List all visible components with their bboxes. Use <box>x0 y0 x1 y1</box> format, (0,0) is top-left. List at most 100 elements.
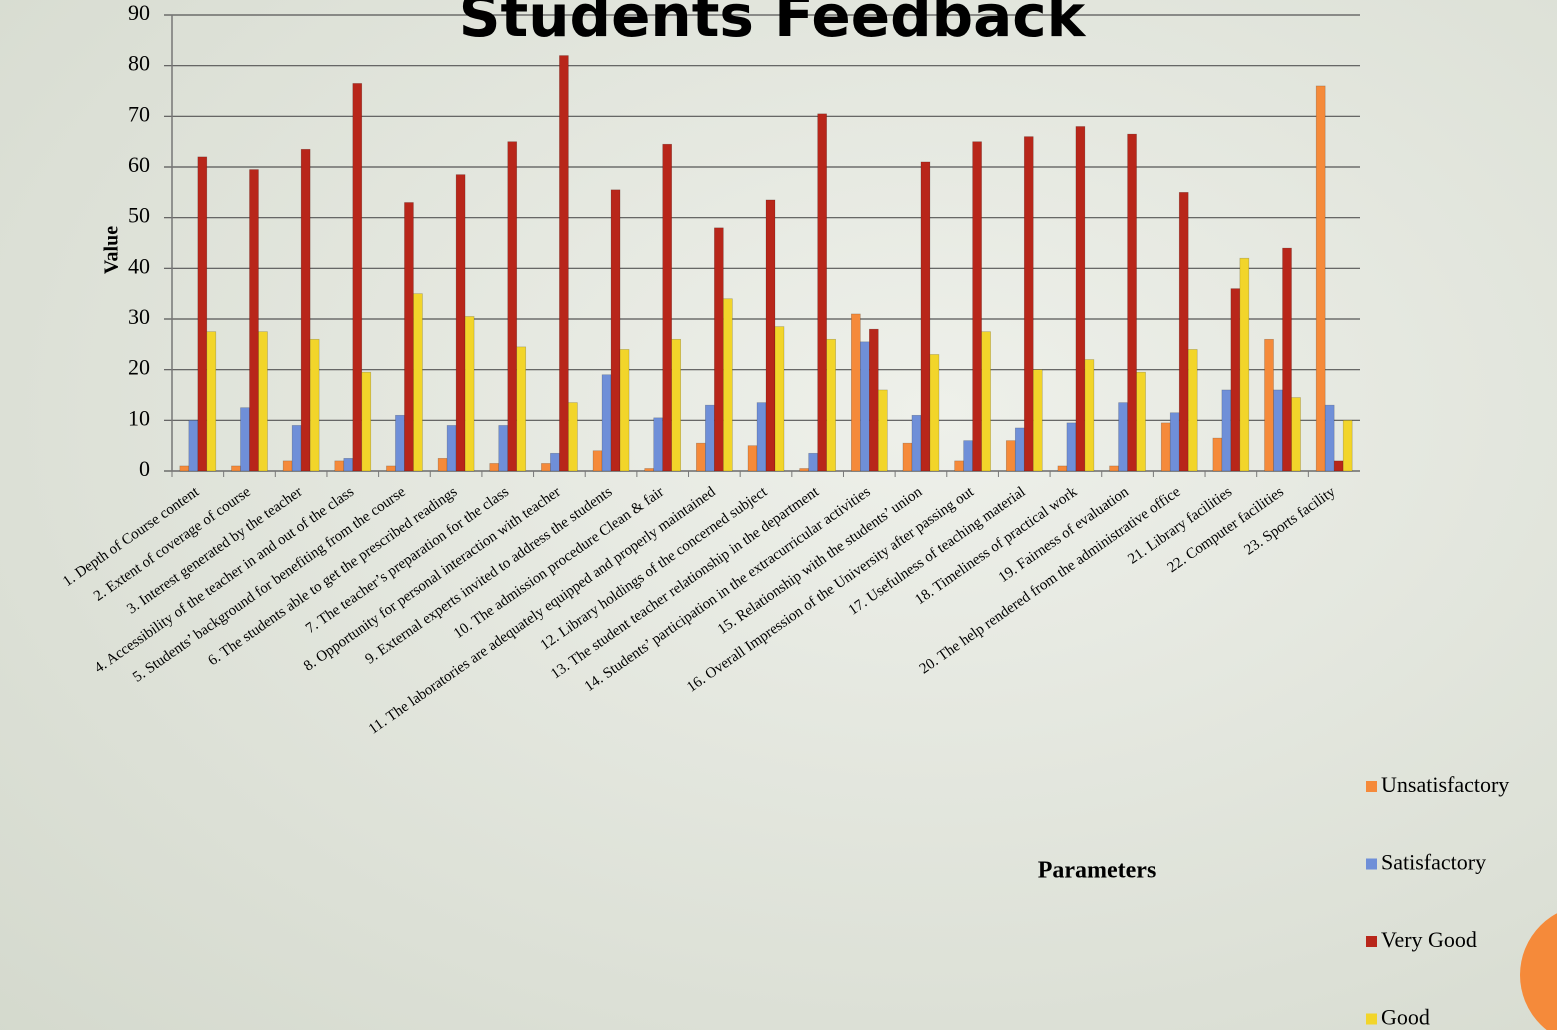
bar <box>437 458 448 472</box>
bar <box>610 189 621 472</box>
bar <box>817 113 827 472</box>
bar <box>1136 371 1146 472</box>
bar <box>1333 460 1344 472</box>
bar <box>1005 440 1016 472</box>
bar <box>1239 257 1250 472</box>
bar <box>869 328 879 472</box>
y-axis-label: Value <box>101 226 123 274</box>
bar <box>653 417 663 472</box>
bar <box>808 452 818 472</box>
bar <box>206 331 217 472</box>
decoration-circle <box>1520 913 1557 1030</box>
bar <box>860 341 870 472</box>
bar <box>954 460 964 472</box>
bar <box>723 298 733 472</box>
bar <box>1273 389 1283 472</box>
chart-title: Students Feedback <box>459 0 1087 50</box>
bar <box>619 349 630 472</box>
y-tick-label: 0 <box>139 456 150 481</box>
bar <box>291 425 302 472</box>
bar <box>1187 349 1198 472</box>
bar <box>911 414 922 472</box>
bar <box>705 404 715 472</box>
bar <box>1230 288 1241 472</box>
bar <box>541 463 551 472</box>
bar <box>1109 465 1119 472</box>
bar <box>920 161 931 472</box>
bar <box>963 440 973 472</box>
bar <box>774 326 785 472</box>
legend-label: Satisfactory <box>1381 850 1486 875</box>
bar <box>188 420 199 472</box>
legend-swatch <box>1366 936 1377 947</box>
bar <box>1221 389 1232 472</box>
legend-swatch <box>1366 858 1377 870</box>
bar <box>309 338 320 472</box>
bar <box>240 407 250 472</box>
y-tick-label: 90 <box>128 0 150 25</box>
bar <box>1315 85 1326 472</box>
bar <box>1264 338 1274 472</box>
bar <box>1057 465 1068 472</box>
bar <box>361 371 372 472</box>
bar <box>455 174 466 472</box>
bar <box>249 169 259 472</box>
bar <box>179 465 190 472</box>
bar <box>343 458 354 472</box>
bar <box>404 202 414 472</box>
bar <box>826 338 836 472</box>
bar <box>592 450 603 472</box>
bar <box>1023 136 1034 472</box>
bar <box>300 148 311 472</box>
bar <box>1169 412 1180 472</box>
y-tick-label: 20 <box>128 355 150 380</box>
legend-label: Very Good <box>1381 927 1477 952</box>
bar <box>765 199 776 472</box>
bar <box>507 141 518 472</box>
bar <box>1075 126 1086 472</box>
bar <box>981 331 991 472</box>
bar <box>395 414 405 472</box>
bar <box>714 227 724 472</box>
bar <box>446 425 457 472</box>
bar <box>756 402 767 472</box>
bar <box>1178 192 1189 472</box>
bar <box>747 445 758 472</box>
bar <box>972 141 982 472</box>
y-tick-label: 60 <box>128 152 150 177</box>
bar <box>696 442 706 472</box>
y-tick-label: 80 <box>128 51 150 76</box>
bar <box>282 460 293 472</box>
bar <box>851 313 861 472</box>
legend-swatch <box>1366 781 1377 792</box>
y-tick-label: 70 <box>128 101 150 126</box>
bar <box>1118 402 1128 472</box>
x-axis-label: Parameters <box>1038 858 1157 884</box>
bar <box>489 463 500 472</box>
bar <box>929 354 940 472</box>
bar <box>671 338 681 472</box>
bar <box>1066 422 1077 472</box>
bar <box>799 468 809 472</box>
bar <box>1084 359 1095 472</box>
bar <box>1127 133 1137 472</box>
bar <box>662 143 672 472</box>
bar <box>258 331 268 472</box>
bar <box>1291 397 1301 472</box>
bar <box>559 55 569 472</box>
y-tick-label: 40 <box>128 253 150 278</box>
bar <box>1014 427 1025 472</box>
bar <box>1160 422 1171 472</box>
bar <box>352 83 363 472</box>
bar <box>644 468 654 472</box>
bar <box>464 316 475 472</box>
bar <box>231 465 241 472</box>
y-tick-label: 50 <box>128 203 150 228</box>
legend-label: Unsatisfactory <box>1381 772 1509 797</box>
bar <box>1324 404 1335 472</box>
bar <box>1282 247 1292 472</box>
bar <box>1212 437 1223 472</box>
bar <box>498 425 509 472</box>
